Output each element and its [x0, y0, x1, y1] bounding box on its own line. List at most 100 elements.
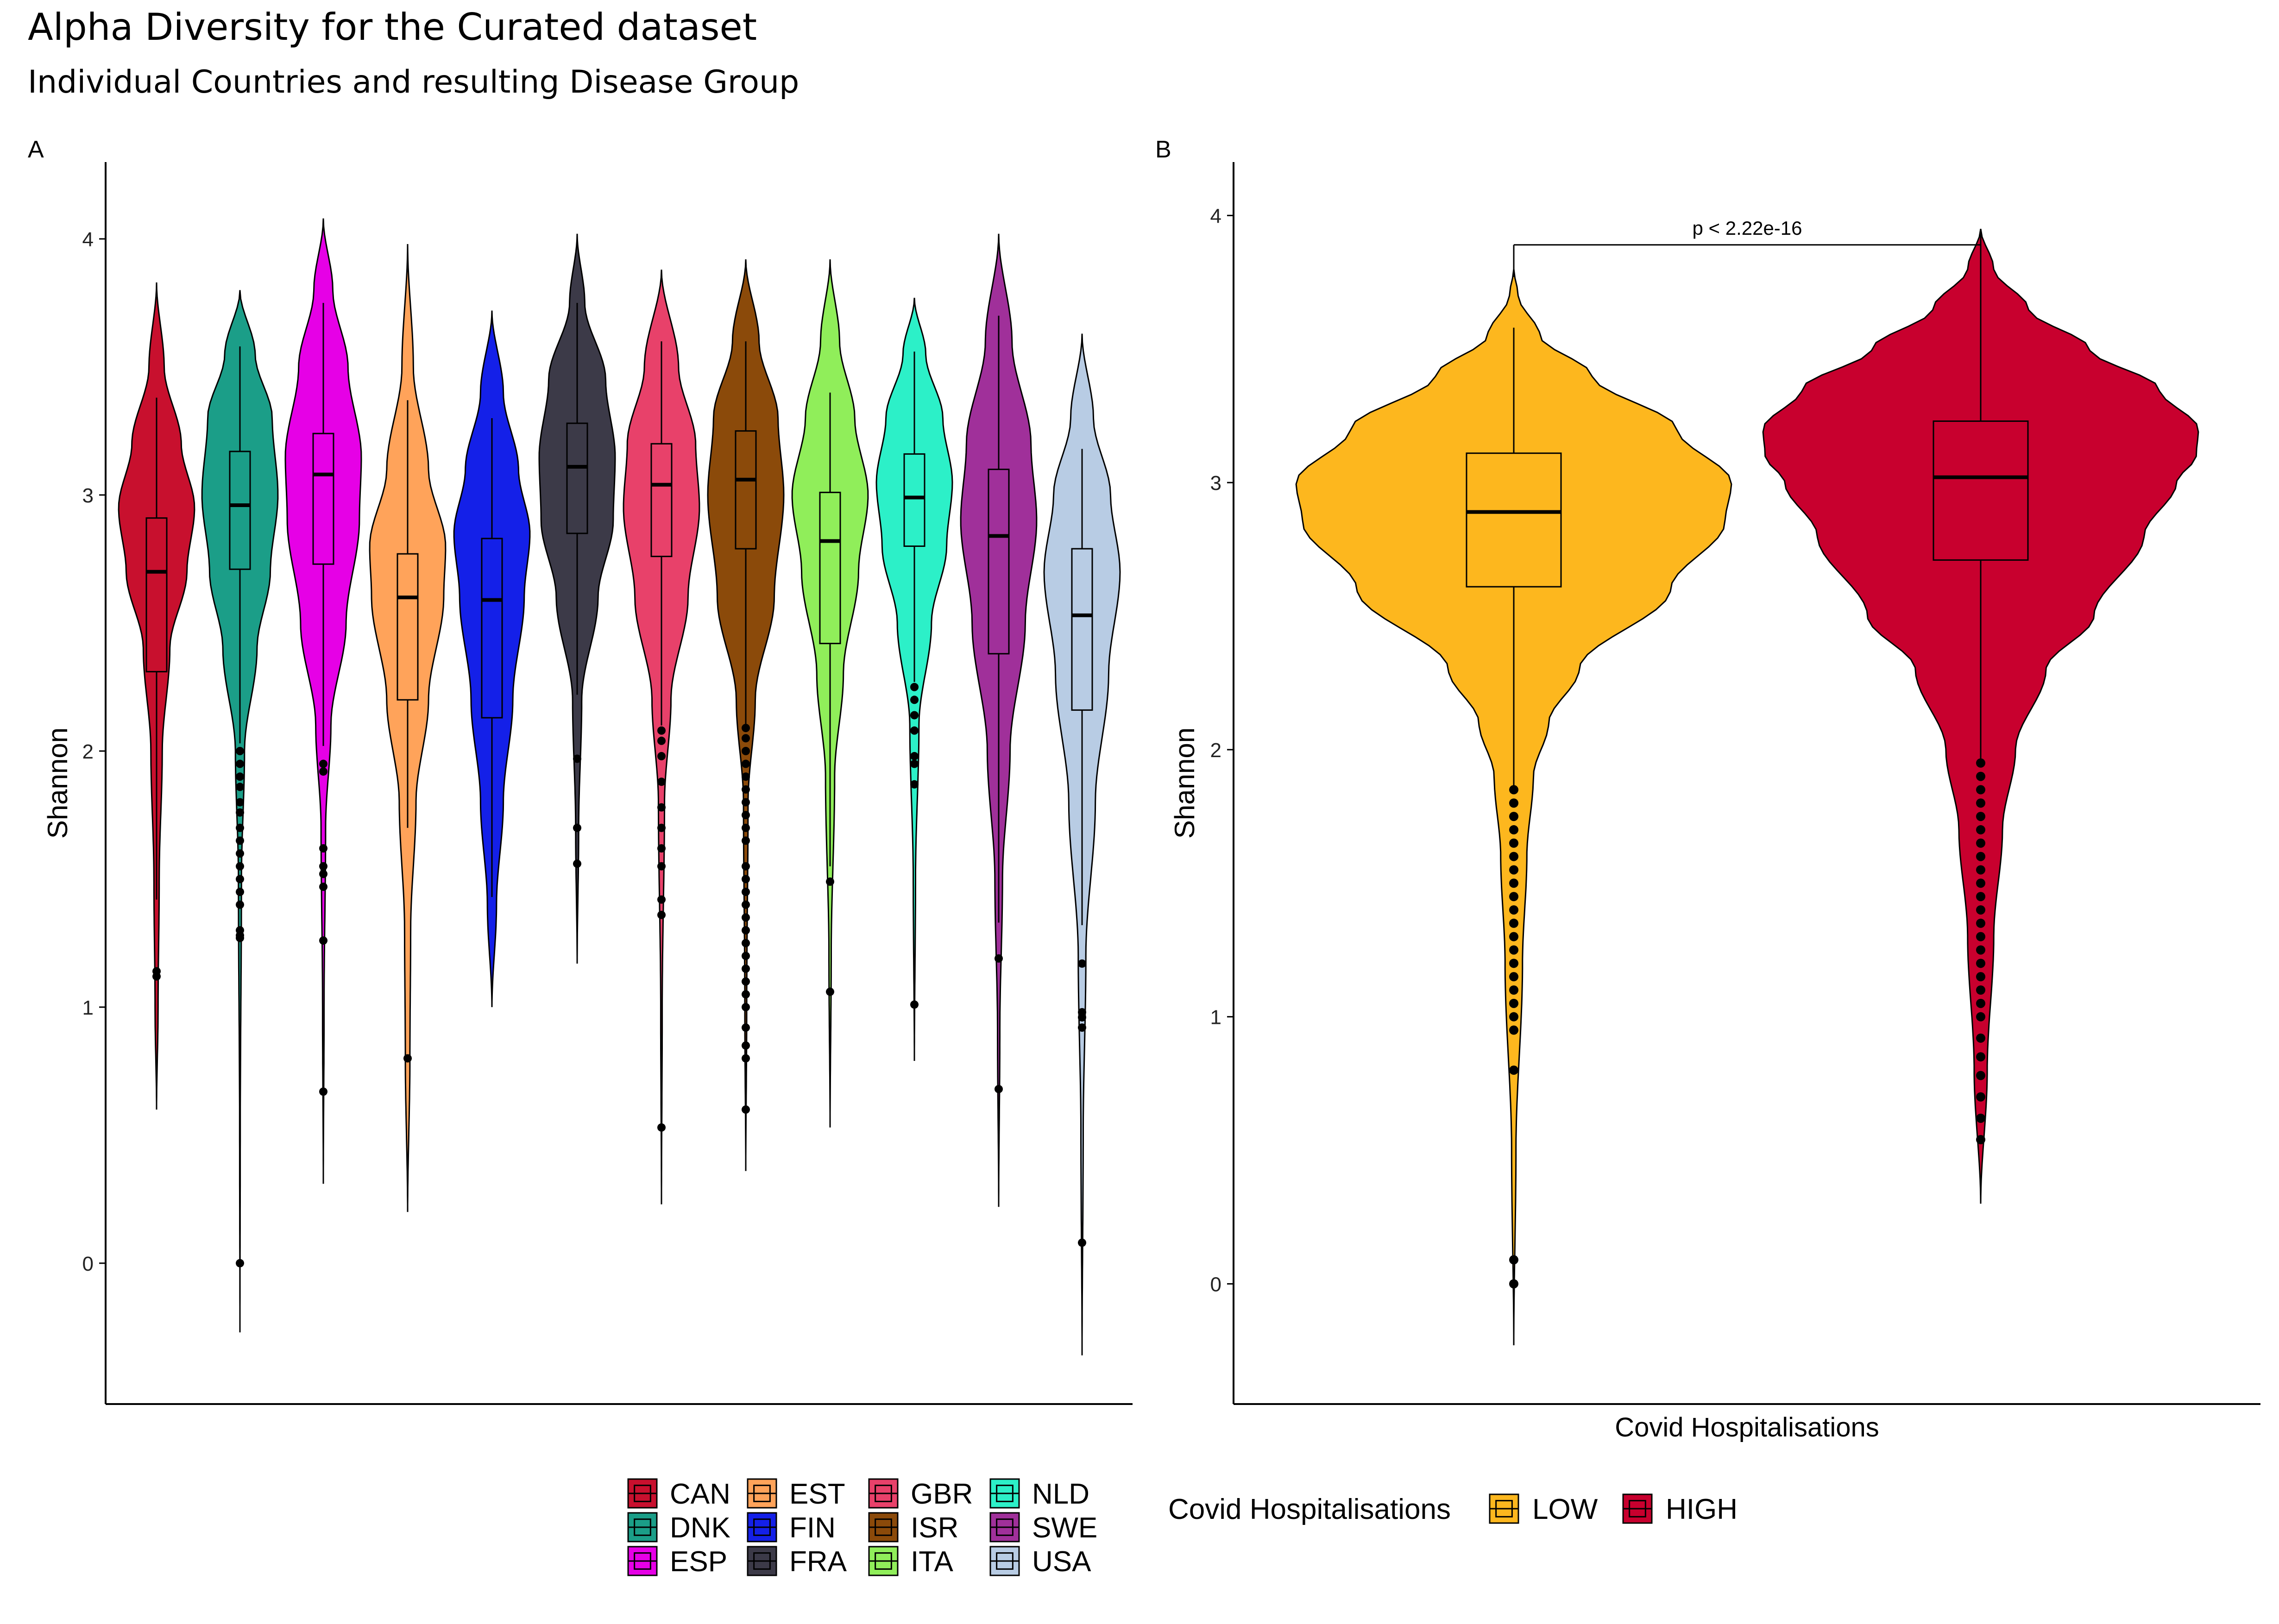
outlier-dnk-10 [236, 823, 244, 832]
legend-label-gbr: GBR [911, 1478, 973, 1510]
outlier-isr-16 [742, 836, 750, 845]
outlier-low-4 [1509, 1012, 1518, 1022]
outlier-high-16 [1976, 878, 1985, 888]
y-axis-label-b: Shannon [1169, 727, 1200, 839]
outlier-dnk-12 [236, 798, 244, 807]
legend-label-esp: ESP [670, 1546, 727, 1578]
y-tick-label-1: 1 [82, 997, 94, 1019]
outlier-isr-21 [742, 772, 750, 781]
legend-swatch-box-dnk [634, 1518, 651, 1536]
legend-label-low: LOW [1532, 1493, 1598, 1525]
outlier-gbr-5 [657, 823, 666, 832]
outlier-high-19 [1976, 838, 1985, 848]
legend-label-isr: ISR [911, 1512, 958, 1544]
box-gbr [650, 443, 673, 558]
outlier-gbr-10 [657, 726, 666, 735]
outlier-nld-0 [910, 1000, 919, 1009]
outlier-nld-5 [910, 711, 919, 720]
outlier-low-20 [1509, 798, 1518, 808]
outlier-dnk-15 [236, 759, 244, 768]
outlier-dnk-3 [236, 926, 244, 934]
legend-label-est: EST [789, 1478, 845, 1510]
outlier-dnk-4 [236, 900, 244, 909]
box-isr [735, 430, 757, 550]
outlier-nld-6 [910, 696, 919, 704]
outlier-low-2 [1509, 1066, 1518, 1075]
outlier-ita-1 [826, 877, 834, 886]
outlier-usa-1 [1078, 1023, 1086, 1032]
y-tick-label-0: 0 [1210, 1273, 1221, 1296]
box-dnk [229, 451, 251, 570]
outlier-gbr-3 [657, 862, 666, 871]
outlier-high-5 [1976, 1033, 1985, 1043]
outlier-isr-1 [742, 1054, 750, 1063]
box-can [145, 517, 168, 672]
outlier-isr-6 [742, 977, 750, 986]
box-est [397, 553, 419, 701]
outlier-high-3 [1976, 1071, 1985, 1080]
outlier-swe-0 [995, 1085, 1003, 1093]
panel-a: A 0 1 2 3 4 Shannon [28, 136, 1133, 1405]
outlier-high-0 [1976, 1135, 1985, 1144]
outlier-fra-0 [573, 859, 581, 868]
outlier-esp-6 [319, 767, 327, 776]
y-axis-label-a: Shannon [42, 727, 73, 839]
outlier-esp-5 [319, 844, 327, 853]
outlier-low-14 [1509, 878, 1518, 888]
outlier-isr-22 [742, 759, 750, 768]
outlier-low-5 [1509, 998, 1518, 1008]
outlier-isr-11 [742, 913, 750, 922]
outlier-fra-1 [573, 823, 581, 832]
outlier-nld-1 [910, 780, 919, 789]
outlier-esp-4 [319, 862, 327, 871]
box-ita [819, 491, 841, 645]
outlier-isr-9 [742, 939, 750, 947]
outlier-high-22 [1976, 798, 1985, 808]
outlier-gbr-2 [657, 895, 666, 904]
outlier-esp-0 [319, 1087, 327, 1096]
outlier-isr-0 [742, 1105, 750, 1114]
outlier-isr-20 [742, 785, 750, 794]
outlier-gbr-9 [657, 736, 666, 745]
legend-label-swe: SWE [1032, 1512, 1097, 1544]
outlier-low-13 [1509, 892, 1518, 902]
legend-swatch-box-est [753, 1485, 771, 1502]
outlier-high-12 [1976, 932, 1985, 941]
outlier-dnk-0 [236, 1259, 244, 1267]
outlier-high-24 [1976, 771, 1985, 781]
outlier-dnk-14 [236, 772, 244, 781]
outlier-low-19 [1509, 812, 1518, 821]
outlier-isr-19 [742, 798, 750, 807]
box-usa [1071, 548, 1093, 711]
outlier-nld-7 [910, 683, 919, 691]
outlier-low-17 [1509, 838, 1518, 848]
outlier-dnk-8 [236, 849, 244, 858]
legend-label-fin: FIN [789, 1512, 836, 1544]
outlier-high-20 [1976, 825, 1985, 834]
outlier-low-11 [1509, 918, 1518, 928]
legend-swatch-box-isr [875, 1518, 892, 1536]
outlier-low-0 [1509, 1279, 1518, 1289]
outlier-usa-4 [1078, 959, 1086, 968]
outlier-high-8 [1976, 985, 1985, 995]
figure-subtitle: Individual Countries and resulting Disea… [28, 64, 800, 100]
y-tick-label-0: 0 [82, 1253, 94, 1275]
outlier-high-13 [1976, 918, 1985, 928]
panel-label-a: A [28, 136, 44, 163]
outlier-low-7 [1509, 972, 1518, 982]
box-low [1466, 452, 1562, 588]
outlier-isr-14 [742, 875, 750, 884]
outlier-isr-7 [742, 964, 750, 973]
outlier-fra-2 [573, 754, 581, 763]
y-tick-label-2: 2 [82, 740, 94, 763]
legend-swatch-box-high [1629, 1500, 1646, 1517]
outlier-isr-13 [742, 888, 750, 897]
outlier-low-16 [1509, 852, 1518, 861]
box-swe [988, 469, 1010, 655]
outlier-esp-3 [319, 870, 327, 878]
outlier-dnk-16 [236, 746, 244, 755]
outlier-est-0 [403, 1054, 412, 1063]
outlier-high-2 [1976, 1092, 1985, 1102]
legend-label-fra: FRA [789, 1546, 847, 1578]
